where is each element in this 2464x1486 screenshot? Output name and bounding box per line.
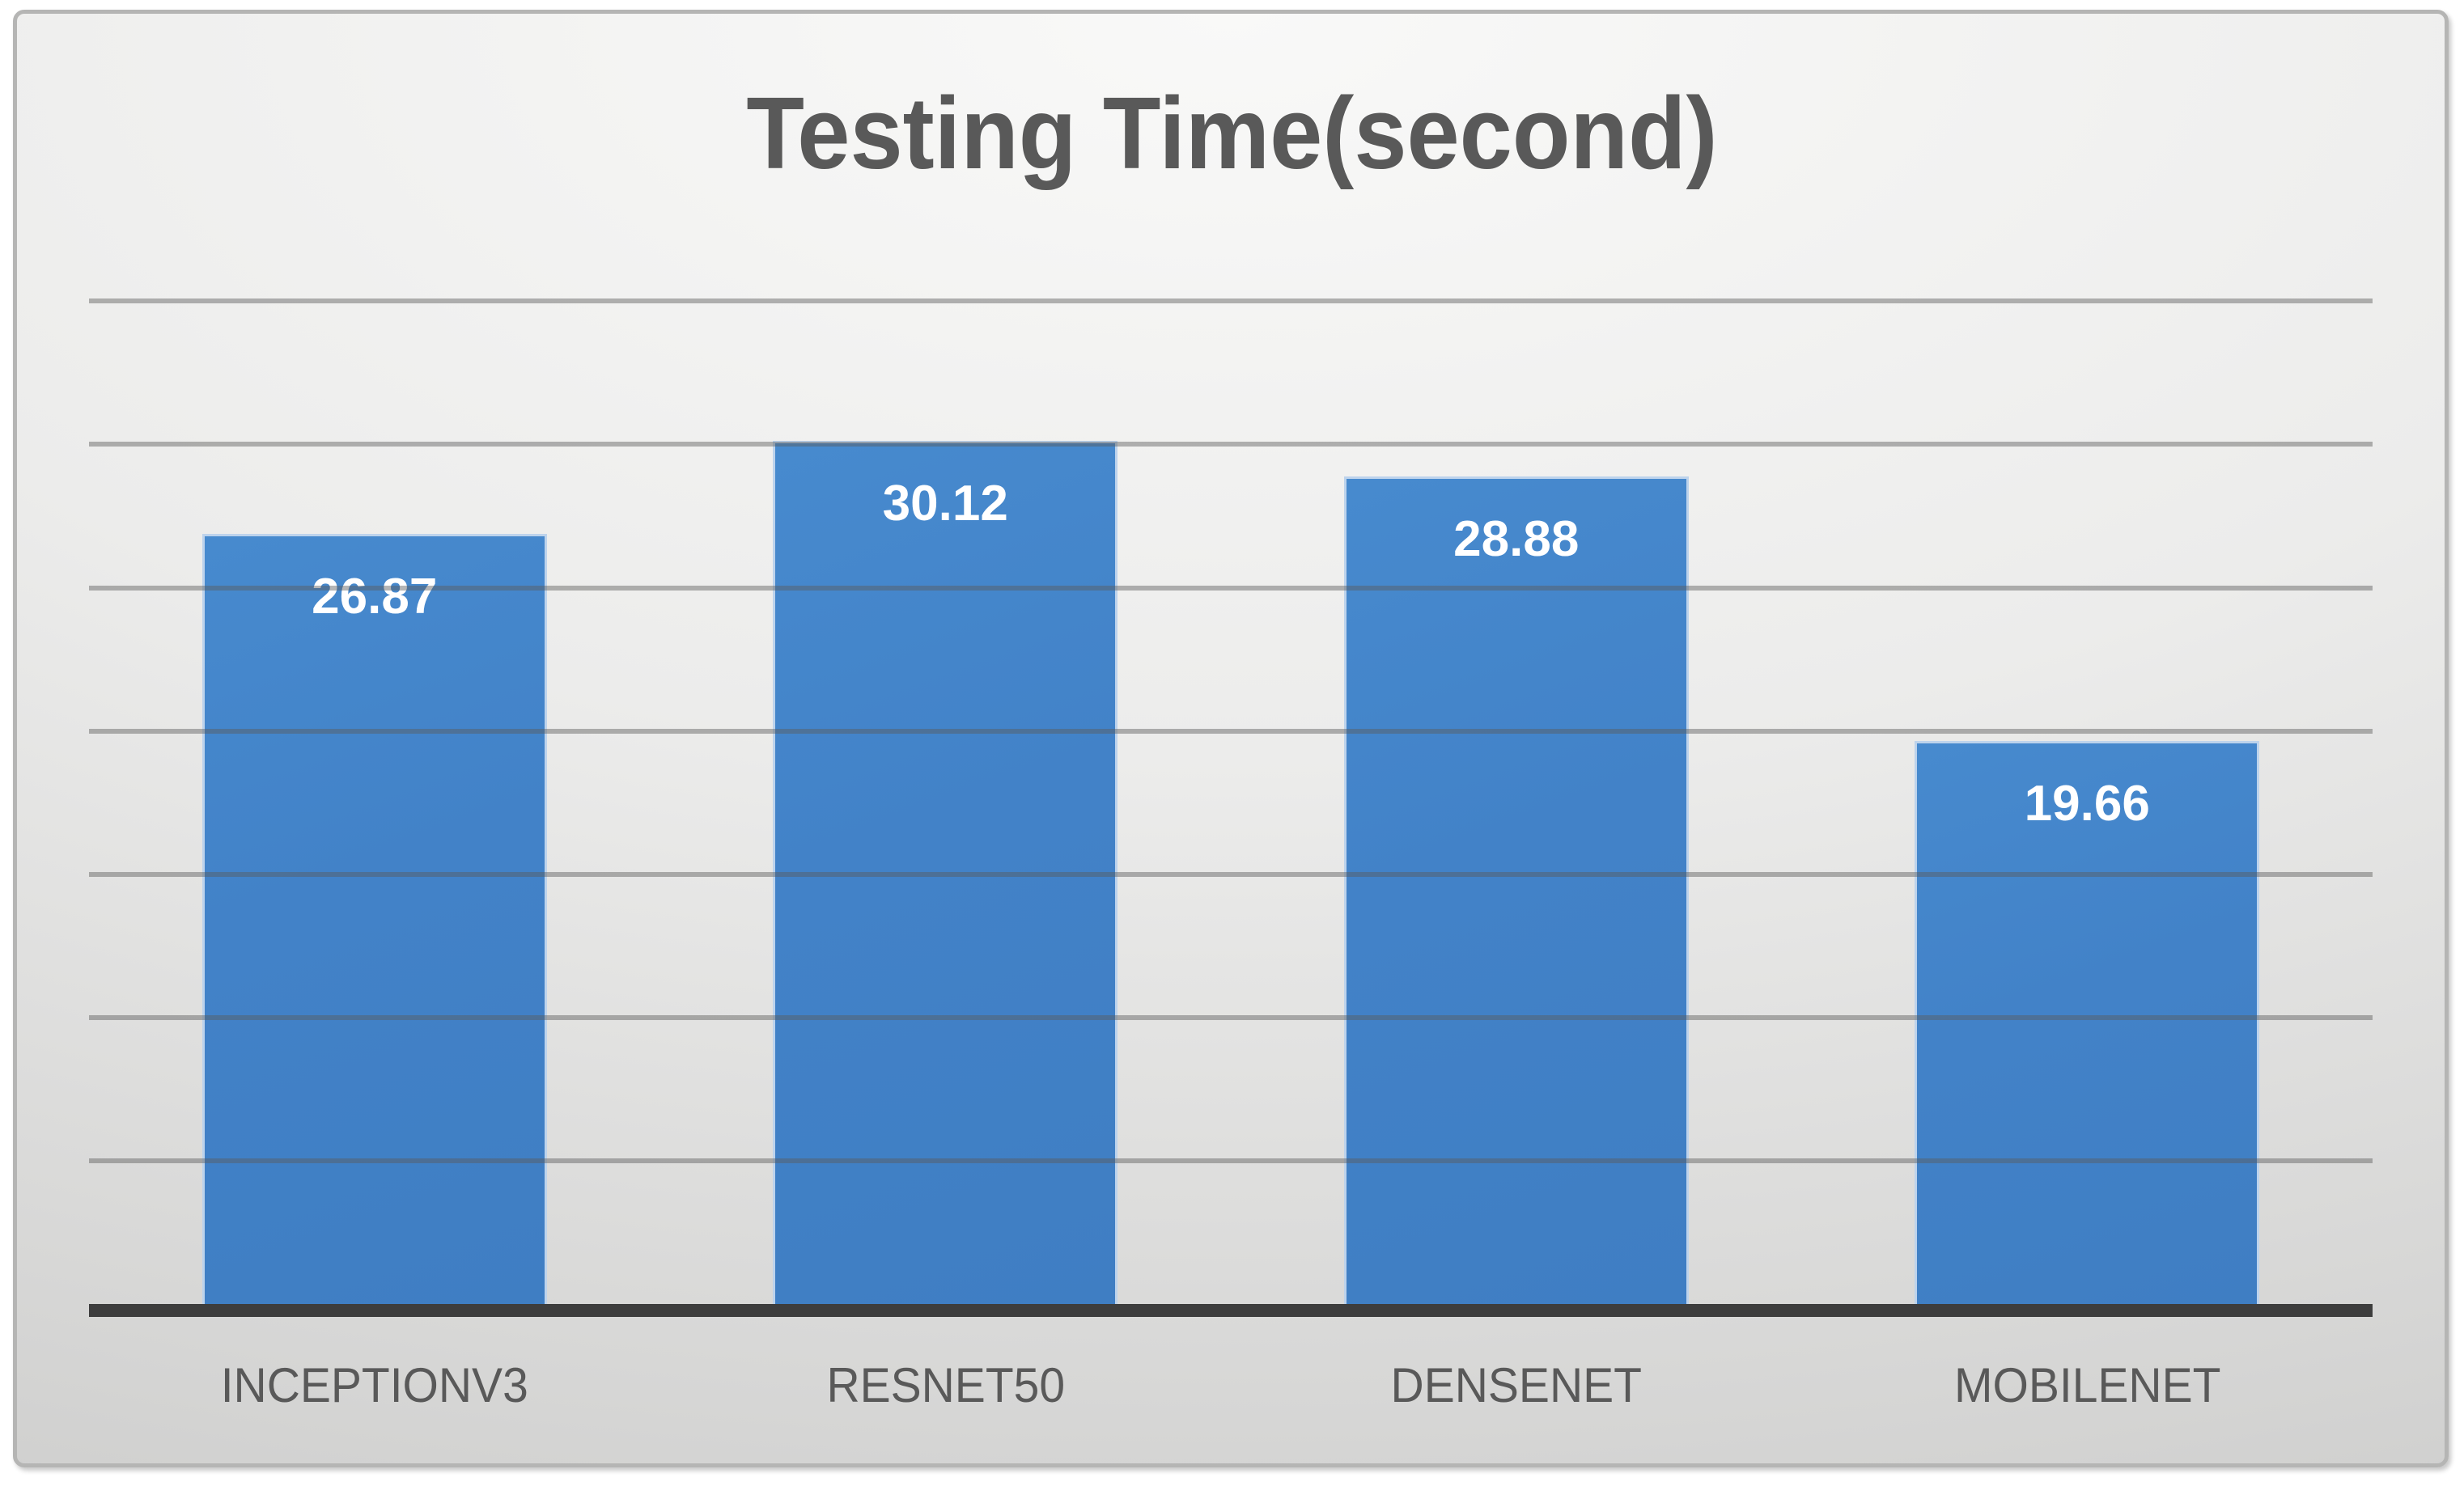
gridline (89, 442, 2373, 447)
gridline (89, 1158, 2373, 1163)
category-label: RESNET50 (825, 1358, 1065, 1412)
gridline (89, 585, 2373, 591)
bar (1343, 476, 1689, 1304)
bar (1915, 740, 2260, 1304)
bar (201, 534, 547, 1304)
category-label: DENSENET (1390, 1358, 1642, 1412)
category-label: INCEPTIONV3 (220, 1358, 528, 1412)
gridline (89, 728, 2373, 734)
bar (773, 441, 1118, 1304)
bar-value-label: 26.87 (312, 569, 438, 625)
chart-title: Testing Time(second) (746, 76, 1718, 190)
x-axis-line (89, 1304, 2373, 1317)
category-label: MOBILENET (1953, 1358, 2220, 1412)
bar-value-label: 28.88 (1453, 511, 1580, 568)
gridline (89, 1014, 2373, 1020)
bar-value-label: 19.66 (2024, 775, 2150, 832)
gridline (89, 871, 2373, 877)
gridline (89, 298, 2373, 304)
bar-value-label: 30.12 (882, 476, 1008, 532)
